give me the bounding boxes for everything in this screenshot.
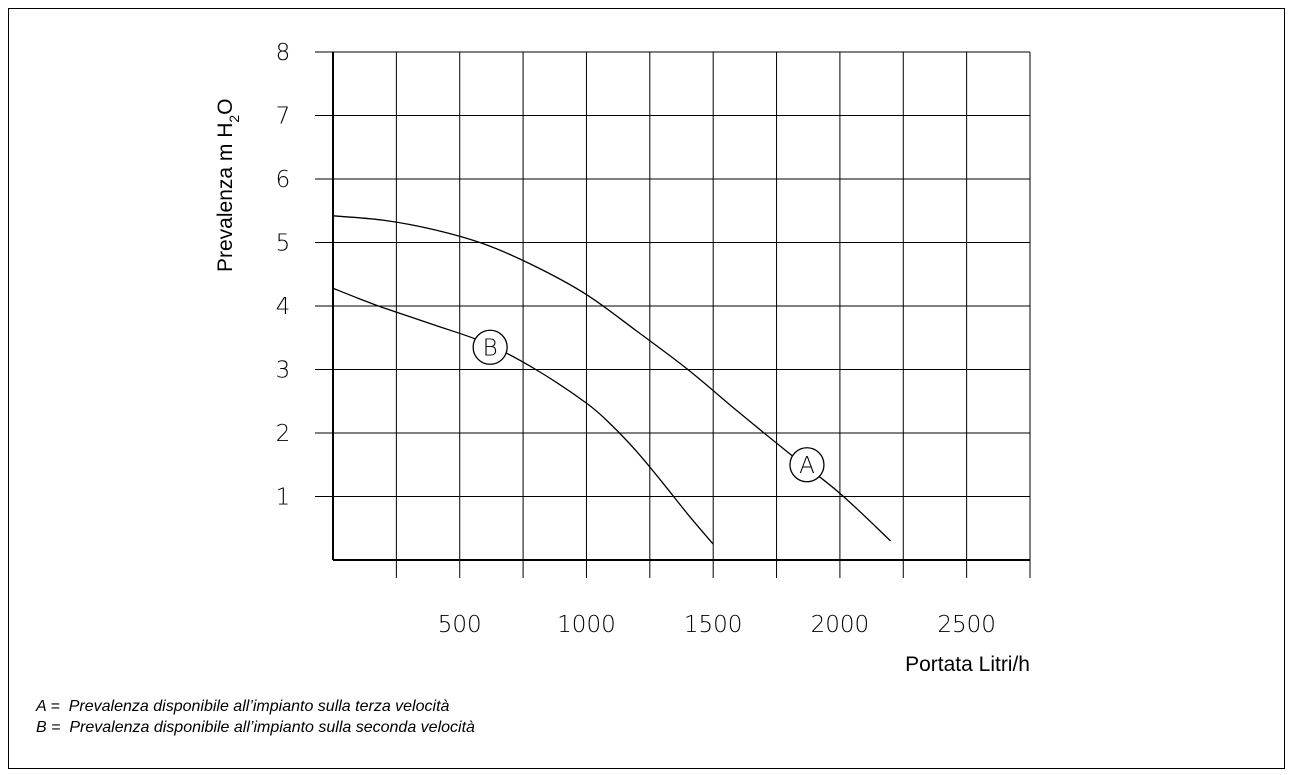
legend-entry-a: A = Prevalenza disponibile all’impianto … [36,698,450,715]
figure-frame [8,8,1285,769]
x-tick-label: 1000 [557,612,616,638]
grid [315,51,1031,578]
series-marker-b [472,329,508,365]
y-tick-label: 8 [276,40,291,66]
y-axis-title-subscript: 2 [226,115,242,123]
axes [332,52,1030,561]
y-tick-label: 1 [276,485,291,511]
y-tick-label: 7 [276,104,291,130]
axis-titles: Portata Litri/h Prevalenza m H2O [214,98,1030,676]
series-marker-a [789,447,825,483]
y-tick-label: 3 [276,358,291,384]
x-axis-title: Portata Litri/h [905,653,1030,676]
series-line-b [332,287,714,545]
series-label-a: A [799,453,815,479]
y-axis-title: Prevalenza m H2O [214,98,242,272]
y-tick-label: 4 [276,294,291,320]
series-label-b: B [483,335,498,361]
series: AB [332,215,892,545]
x-tick-label: 2000 [811,612,870,638]
x-tick-label: 1500 [684,612,743,638]
y-tick-label: 6 [276,167,291,193]
x-tick-label: 500 [438,612,482,638]
tick-labels: 500 1000 1500 2000 2500 1 2 3 4 5 6 7 8 [276,40,996,638]
y-axis-title-main: Prevalenza m H [214,123,237,272]
y-axis-title-end: O [214,98,237,114]
y-tick-label: 5 [276,231,291,257]
series-line-a [332,215,892,542]
x-tick-label: 2500 [937,612,996,638]
y-tick-label: 2 [276,421,291,447]
legend-entry-b: B = Prevalenza disponibile all’impianto … [36,719,475,736]
